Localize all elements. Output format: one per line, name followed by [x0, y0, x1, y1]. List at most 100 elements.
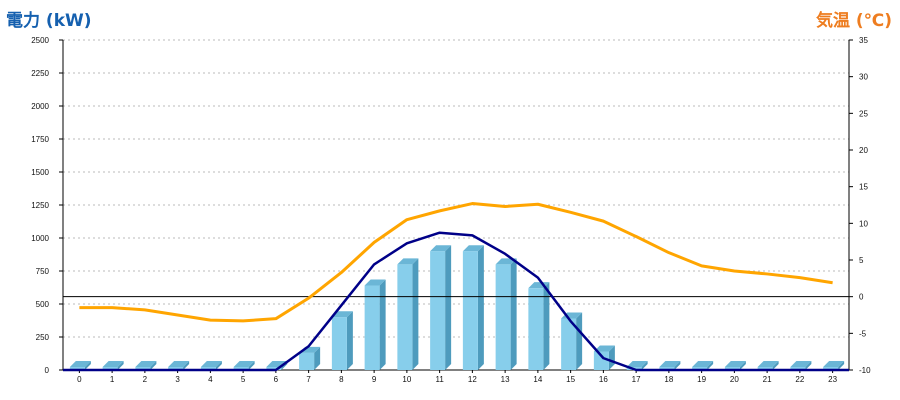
right-tick-label: 0 — [859, 293, 864, 302]
bar-side — [772, 361, 779, 370]
left-tick-label: 0 — [45, 366, 50, 375]
left-tick-label: 2000 — [31, 102, 49, 111]
bar-top — [593, 345, 615, 352]
bar-side — [838, 361, 845, 370]
bar-side — [576, 312, 583, 370]
left-tick-label: 1500 — [31, 168, 49, 177]
bar — [593, 351, 609, 370]
left-tick-label: 1000 — [31, 234, 49, 243]
right-tick-label: 25 — [859, 109, 868, 118]
x-tick-label: 18 — [664, 375, 673, 384]
bar-side — [412, 258, 419, 370]
x-tick-label: 2 — [143, 375, 148, 384]
left-tick-label: 750 — [36, 267, 50, 276]
bar — [561, 318, 577, 370]
bar-top — [462, 245, 484, 252]
right-tick-label: 30 — [859, 73, 868, 82]
bar — [299, 352, 315, 370]
bar-top — [757, 361, 779, 367]
bar — [430, 251, 446, 370]
temperature-line — [79, 202, 833, 323]
left-tick-label: 1750 — [31, 135, 49, 144]
bar — [495, 264, 511, 370]
bar-top — [397, 258, 419, 265]
x-tick-label: 13 — [501, 375, 510, 384]
right-tick-label: -10 — [859, 366, 871, 375]
x-tick-label: 5 — [241, 375, 246, 384]
bar-side — [543, 282, 550, 370]
left-tick-label: 2250 — [31, 69, 49, 78]
bar-top — [823, 361, 845, 367]
x-tick-label: 19 — [697, 375, 706, 384]
bar-side — [117, 361, 124, 370]
bar — [823, 367, 839, 370]
bar-side — [84, 361, 91, 370]
x-tick-label: 16 — [599, 375, 608, 384]
right-tick-label: -5 — [859, 329, 867, 338]
bar-side — [183, 361, 190, 370]
bar-side — [445, 245, 452, 370]
bar-side — [477, 245, 484, 370]
bar-side — [150, 361, 157, 370]
bar-side — [674, 361, 681, 370]
bar-top — [102, 361, 124, 367]
right-tick-label: 10 — [859, 219, 868, 228]
bar-side — [314, 346, 321, 370]
left-tick-label: 2500 — [31, 36, 49, 45]
bar-side — [641, 361, 648, 370]
bar — [233, 367, 249, 370]
bar — [659, 367, 675, 370]
x-tick-label: 9 — [372, 375, 377, 384]
bar — [200, 367, 216, 370]
right-axis-title: 気温 (℃) — [815, 11, 892, 31]
right-tick-label: 20 — [859, 146, 868, 155]
bar-top — [692, 361, 714, 367]
bar-top — [200, 361, 222, 367]
x-tick-label: 14 — [533, 375, 542, 384]
bar — [757, 367, 773, 370]
bar-top — [430, 245, 452, 252]
x-tick-label: 7 — [306, 375, 311, 384]
bar — [724, 367, 740, 370]
x-tick-label: 17 — [632, 375, 641, 384]
bar-side — [215, 361, 222, 370]
bar-side — [248, 361, 255, 370]
x-tick-label: 8 — [339, 375, 344, 384]
bar-top — [331, 311, 353, 318]
x-tick-label: 0 — [77, 375, 82, 384]
x-tick-label: 3 — [175, 375, 180, 384]
left-axis-title: 電力 (kW) — [6, 11, 92, 31]
bar-top — [659, 361, 681, 367]
left-tick-label: 1250 — [31, 201, 49, 210]
left-tick-label: 500 — [36, 300, 50, 309]
bar-side — [510, 258, 517, 370]
bar-top — [135, 361, 157, 367]
bar-top — [724, 361, 746, 367]
x-tick-label: 23 — [828, 375, 837, 384]
bar — [790, 367, 806, 370]
x-tick-label: 22 — [795, 375, 804, 384]
bar — [462, 251, 478, 370]
bar-top — [69, 361, 91, 367]
x-tick-label: 12 — [468, 375, 477, 384]
bar — [168, 367, 184, 370]
bar-top — [364, 279, 386, 286]
bar-side — [739, 361, 746, 370]
bar — [331, 317, 347, 370]
bar-top — [626, 361, 648, 367]
x-tick-label: 15 — [566, 375, 575, 384]
right-tick-label: 15 — [859, 183, 868, 192]
x-tick-label: 1 — [110, 375, 115, 384]
power-line — [63, 231, 849, 372]
bar-side — [379, 279, 386, 370]
bar — [692, 367, 708, 370]
left-tick-label: 250 — [36, 333, 50, 342]
bar — [102, 367, 118, 370]
bar-top — [790, 361, 812, 367]
bar-side — [346, 311, 353, 370]
bar — [364, 285, 380, 370]
right-tick-label: 5 — [859, 256, 864, 265]
bar — [69, 367, 85, 370]
